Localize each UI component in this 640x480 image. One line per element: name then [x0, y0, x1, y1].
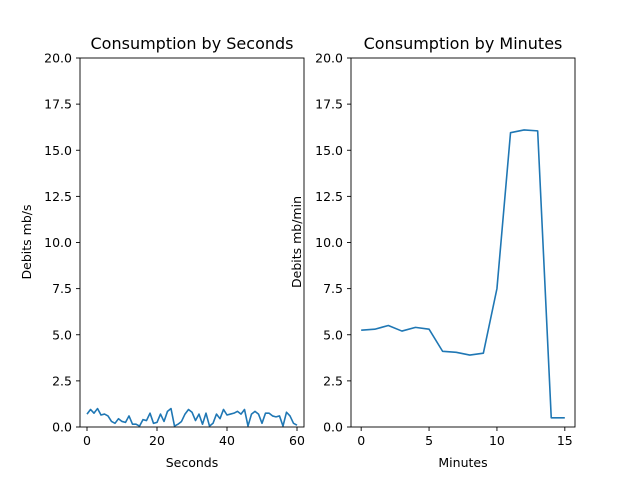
- y-tick-label: 2.5: [323, 373, 343, 388]
- x-tick-label: 40: [219, 433, 235, 448]
- x-tick-label: 10: [489, 433, 505, 448]
- x-tick-label: 5: [425, 433, 433, 448]
- y-tick-label: 10.0: [44, 235, 72, 250]
- x-axis-label: Minutes: [438, 455, 487, 470]
- y-tick-label: 10.0: [315, 235, 343, 250]
- chart-title: Consumption by Minutes: [364, 34, 563, 53]
- y-tick-label: 17.5: [315, 97, 343, 112]
- x-tick-label: 15: [557, 433, 573, 448]
- y-tick-label: 12.5: [315, 189, 343, 204]
- y-tick-label: 7.5: [52, 281, 72, 296]
- y-tick-label: 0.0: [52, 420, 72, 435]
- plot-frame: [350, 57, 576, 428]
- chart-consumption-by-minutes: Consumption by Minutes Minutes Debits mb…: [289, 34, 576, 470]
- y-tick-label: 0.0: [323, 420, 343, 435]
- y-tick-label: 20.0: [44, 51, 72, 66]
- tick-group: 0 5 10 15 0.0 2.5 5.0 7.5 10.0 12.5 15.0 17.5 20.0: [315, 51, 573, 449]
- series-line: [361, 129, 565, 419]
- x-tick-label: 0: [357, 433, 365, 448]
- x-tick-label: 20: [149, 433, 165, 448]
- chart-title: Consumption by Seconds: [91, 34, 294, 53]
- y-tick-label: 20.0: [315, 51, 343, 66]
- y-tick-label: 5.0: [52, 327, 72, 342]
- y-axis-label: Debits mb/min: [289, 196, 304, 288]
- y-tick-label: 5.0: [323, 327, 343, 342]
- y-tick-label: 17.5: [44, 97, 72, 112]
- y-tick-label: 7.5: [323, 281, 343, 296]
- x-axis-label: Seconds: [166, 455, 219, 470]
- y-tick-label: 2.5: [52, 373, 72, 388]
- y-tick-label: 15.0: [315, 143, 343, 158]
- x-tick-label: 0: [83, 433, 91, 448]
- series-line: [86, 407, 298, 427]
- x-tick-label: 60: [289, 433, 305, 448]
- y-tick-label: 12.5: [44, 189, 72, 204]
- chart-consumption-by-seconds: Consumption by Seconds Seconds Debits mb…: [19, 34, 305, 470]
- y-axis-label: Debits mb/s: [19, 205, 34, 280]
- plot-frame: [79, 57, 305, 428]
- tick-group: 0 20 40 60 0.0 2.5 5.0 7.5 10.0 12.5 15.0 17.5 20.0: [44, 51, 305, 449]
- y-tick-label: 15.0: [44, 143, 72, 158]
